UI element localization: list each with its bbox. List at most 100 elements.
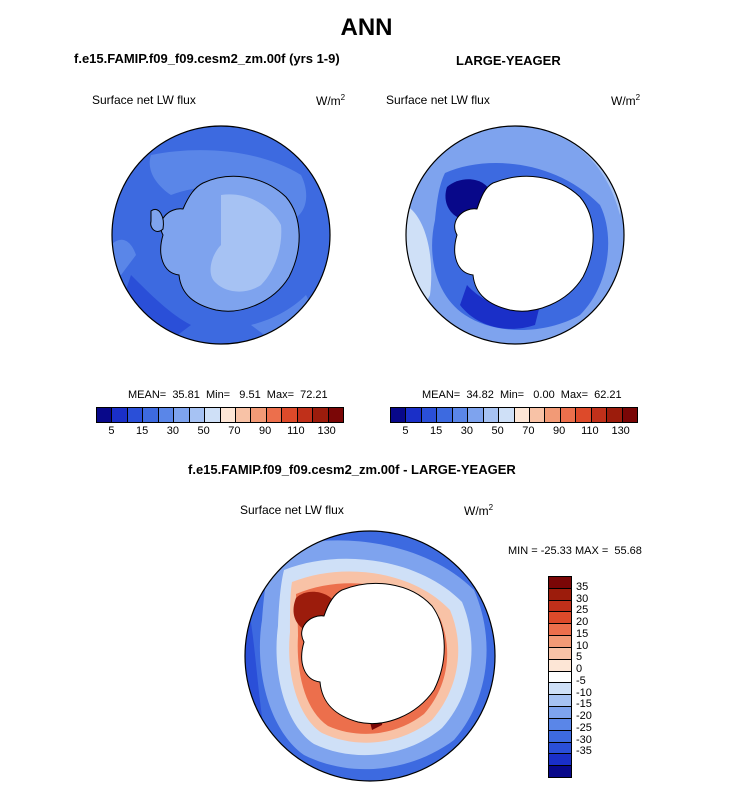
colorbar-tick-label: 35	[576, 580, 589, 593]
colorbar-swatch	[549, 577, 571, 589]
colorbar-swatch	[591, 408, 608, 422]
colorbar-tick-label: 110	[581, 425, 599, 437]
colorbar-swatch	[549, 600, 571, 613]
panel2-variable: Surface net LW flux	[386, 93, 490, 107]
colorbar-tick-label: 130	[611, 425, 630, 437]
colorbar-swatch	[607, 408, 623, 422]
colorbar-swatch	[549, 671, 571, 684]
colorbar-tick-label: 30	[460, 425, 473, 437]
diff-colorbar	[548, 576, 572, 778]
colorbar-tick-label: -25	[576, 721, 592, 734]
colorbar-tick-label: -20	[576, 710, 592, 723]
colorbar-swatch	[549, 707, 571, 719]
colorbar-tick-label: 50	[491, 425, 504, 437]
colorbar-swatch	[622, 408, 637, 422]
colorbar-swatch	[549, 636, 571, 648]
colorbar-swatch	[235, 408, 252, 422]
diff-colorbar-ticks: 35 30 25 20 15 10 5 0 -5 -10 -15 -20 -25 -30 -35	[576, 576, 606, 776]
colorbar-swatch	[549, 766, 571, 778]
panel2-colorbar	[390, 407, 638, 423]
panel1-colorbar-ticks: 5 15 30 50 70 90 110 130	[96, 425, 342, 439]
colorbar-swatch	[576, 408, 592, 422]
colorbar-swatch	[560, 408, 577, 422]
panel1-units: W/m2	[316, 93, 346, 108]
panel2-units: W/m2	[611, 93, 641, 108]
map-observations	[405, 125, 625, 345]
colorbar-swatch	[282, 408, 298, 422]
diff-title: f.e15.FAMIP.f09_f09.cesm2_zm.00f - LARGE…	[188, 462, 516, 477]
map-model	[111, 125, 331, 345]
colorbar-tick-label: -30	[576, 733, 592, 746]
colorbar-tick-label: 15	[576, 627, 589, 640]
panel2-stats: MEAN= 34.82 Min= 0.00 Max= 62.21	[422, 389, 622, 401]
colorbar-swatch	[205, 408, 221, 422]
colorbar-swatch	[266, 408, 283, 422]
colorbar-tick-label: 5	[576, 651, 583, 664]
colorbar-swatch	[483, 408, 500, 422]
colorbar-swatch	[549, 624, 571, 637]
colorbar-tick-label: 10	[576, 639, 589, 652]
colorbar-swatch	[468, 408, 484, 422]
colorbar-tick-label: 110	[287, 425, 305, 437]
colorbar-swatch	[499, 408, 515, 422]
colorbar-swatch	[421, 408, 438, 422]
colorbar-tick-label: 70	[522, 425, 535, 437]
colorbar-swatch	[97, 408, 113, 422]
colorbar-swatch	[174, 408, 190, 422]
colorbar-tick-label: -35	[576, 745, 592, 758]
panel1-stats: MEAN= 35.81 Min= 9.51 Max= 72.21	[128, 389, 328, 401]
colorbar-tick-label: 90	[259, 425, 272, 437]
colorbar-swatch	[406, 408, 422, 422]
colorbar-swatch	[297, 408, 314, 422]
colorbar-swatch	[549, 683, 571, 696]
colorbar-swatch	[514, 408, 530, 422]
colorbar-swatch	[143, 408, 159, 422]
colorbar-swatch	[391, 408, 407, 422]
panel1-title: f.e15.FAMIP.f09_f09.cesm2_zm.00f (yrs 1-…	[74, 51, 340, 66]
colorbar-tick-label: -10	[576, 686, 592, 699]
colorbar-swatch	[549, 754, 571, 767]
colorbar-tick-label: 0	[576, 663, 583, 676]
colorbar-swatch	[220, 408, 236, 422]
colorbar-tick-label: 130	[317, 425, 336, 437]
colorbar-swatch	[549, 718, 571, 731]
panel1-colorbar	[96, 407, 344, 423]
colorbar-swatch	[251, 408, 267, 422]
colorbar-swatch	[549, 695, 571, 708]
diff-variable: Surface net LW flux	[240, 503, 344, 517]
colorbar-swatch	[549, 612, 571, 625]
colorbar-swatch	[549, 647, 571, 660]
colorbar-tick-label: 30	[576, 592, 589, 605]
colorbar-swatch	[112, 408, 128, 422]
colorbar-tick-label: 20	[576, 616, 589, 629]
colorbar-swatch	[545, 408, 561, 422]
figure-title: ANN	[340, 14, 393, 41]
colorbar-tick-label: -5	[576, 674, 586, 687]
colorbar-tick-label: 15	[430, 425, 443, 437]
colorbar-swatch	[549, 659, 571, 672]
colorbar-tick-label: -15	[576, 698, 592, 711]
colorbar-swatch	[452, 408, 469, 422]
colorbar-swatch	[328, 408, 343, 422]
colorbar-swatch	[189, 408, 206, 422]
colorbar-tick-label: 30	[166, 425, 179, 437]
colorbar-swatch	[437, 408, 453, 422]
colorbar-tick-label: 15	[136, 425, 149, 437]
colorbar-tick-label: 90	[553, 425, 566, 437]
panel2-colorbar-ticks: 5 15 30 50 70 90 110 130	[390, 425, 636, 439]
colorbar-swatch	[549, 588, 571, 601]
colorbar-swatch	[549, 730, 571, 743]
colorbar-tick-label: 5	[402, 425, 409, 437]
diff-units: W/m2	[464, 503, 494, 518]
diff-minmax: MIN = -25.33 MAX = 55.68	[508, 545, 642, 557]
colorbar-swatch	[158, 408, 175, 422]
colorbar-swatch	[549, 742, 571, 755]
colorbar-swatch	[313, 408, 329, 422]
colorbar-tick-label: 50	[197, 425, 210, 437]
colorbar-tick-label: 25	[576, 604, 589, 617]
colorbar-swatch	[127, 408, 144, 422]
panel1-variable: Surface net LW flux	[92, 93, 196, 107]
colorbar-swatch	[529, 408, 546, 422]
map-difference	[244, 530, 496, 782]
colorbar-tick-label: 70	[228, 425, 241, 437]
